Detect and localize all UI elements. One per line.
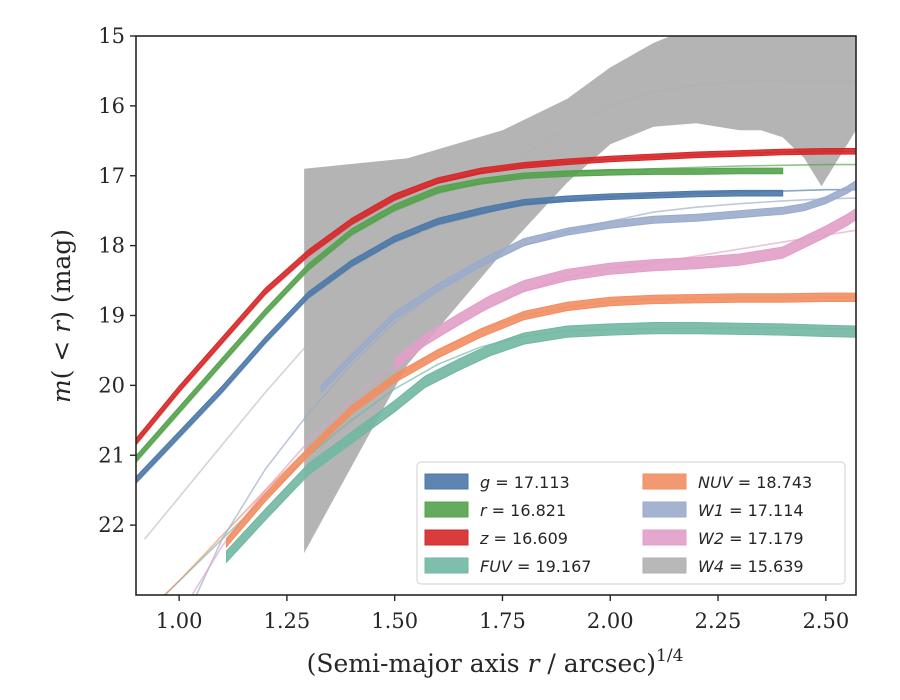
legend-swatch-r bbox=[424, 501, 469, 518]
legend-label-nuv: NUV = 18.743 bbox=[698, 473, 812, 492]
band-w4 bbox=[304, 36, 856, 554]
legend-label-w4: W4 = 15.639 bbox=[698, 557, 804, 576]
legend-label-z: z = 16.609 bbox=[479, 529, 568, 548]
y-tick-label: 20 bbox=[98, 373, 125, 397]
plot-clip-group bbox=[136, 36, 856, 595]
y-tick-label: 19 bbox=[98, 304, 125, 328]
band-w2 bbox=[394, 208, 856, 372]
y-tick-label: 15 bbox=[98, 24, 125, 48]
y-tick-label: 17 bbox=[98, 164, 125, 188]
x-tick-label: 1.00 bbox=[156, 609, 203, 633]
legend: g = 17.113 r = 16.821 z = 16.609 FUV = 19.1… bbox=[416, 461, 846, 585]
y-tick-label: 18 bbox=[98, 234, 125, 258]
x-tick-label: 2.50 bbox=[802, 609, 849, 633]
band-w1 bbox=[320, 180, 856, 394]
legend-label-w2: W2 = 17.179 bbox=[698, 529, 804, 548]
legend-swatch-w1 bbox=[642, 501, 687, 518]
x-tick-label: 1.25 bbox=[264, 609, 311, 633]
legend-label-fuv: FUV = 19.167 bbox=[480, 557, 591, 576]
y-tick-label: 21 bbox=[98, 443, 125, 467]
legend-label-g: g = 17.113 bbox=[480, 473, 570, 492]
band-fuv bbox=[226, 322, 856, 564]
legend-label-r: r = 16.821 bbox=[480, 501, 566, 520]
x-tick-label: 2.00 bbox=[587, 609, 634, 633]
x-tick-label: 1.50 bbox=[371, 609, 418, 633]
x-tick-label: 1.75 bbox=[479, 609, 526, 633]
legend-box bbox=[416, 461, 846, 585]
band-nuv bbox=[226, 292, 856, 549]
legend-swatch-fuv bbox=[424, 557, 469, 574]
plot-area bbox=[136, 36, 856, 595]
legend-swatch-nuv bbox=[642, 473, 687, 490]
y-tick-label: 16 bbox=[98, 94, 125, 118]
legend-label-w1: W1 = 17.114 bbox=[698, 501, 804, 520]
y-axis-label: m( < r) (mag) bbox=[47, 229, 76, 403]
x-tick-label: 2.25 bbox=[695, 609, 742, 633]
band-r bbox=[136, 167, 784, 463]
legend-swatch-g bbox=[424, 473, 469, 490]
legend-swatch-z bbox=[424, 529, 469, 546]
band-z bbox=[136, 148, 856, 445]
y-tick-label: 22 bbox=[98, 513, 125, 537]
legend-swatch-w4 bbox=[642, 557, 687, 574]
axes: 1.00 1.25 1.50 1.75 2.00 2.25 2.50 15 16 17 18 19 20… bbox=[98, 24, 857, 633]
x-axis-label: (Semi-major axis r / arcsec)1/4 bbox=[307, 646, 684, 678]
band-g bbox=[136, 189, 784, 484]
legend-swatch-w2 bbox=[642, 529, 687, 546]
